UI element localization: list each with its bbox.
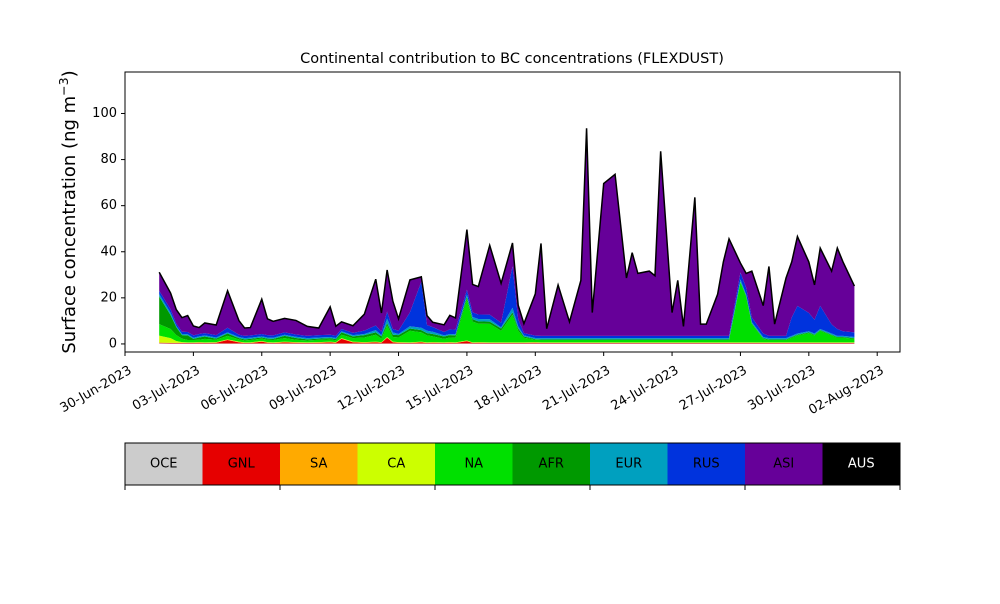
y-axis-label-main: Surface concentration (ng m xyxy=(59,96,80,354)
legend-label-gnl: GNL xyxy=(228,457,256,472)
area-afr xyxy=(159,281,855,341)
x-axis: 30-Jun-202303-Jul-202306-Jul-202309-Jul-… xyxy=(58,352,887,418)
y-axis-label: Surface concentration (ng m−3) xyxy=(56,70,80,353)
legend-swatch-oce xyxy=(125,443,203,485)
legend-label-asi: ASI xyxy=(773,457,794,472)
legend-swatch-aus xyxy=(822,443,900,485)
y-tick-label: 20 xyxy=(100,290,117,305)
legend-swatch-afr xyxy=(512,443,590,485)
y-axis-label-close: ) xyxy=(59,70,80,77)
legend-swatch-eur xyxy=(590,443,668,485)
legend-label-na: NA xyxy=(464,457,483,472)
y-axis-label-exponent: −3 xyxy=(56,77,71,95)
chart-title: Continental contribution to BC concentra… xyxy=(300,51,724,67)
y-tick-label: 40 xyxy=(100,244,117,259)
legend-label-rus: RUS xyxy=(693,457,720,472)
legend-swatch-na xyxy=(435,443,513,485)
y-tick-label: 100 xyxy=(92,106,117,121)
x-tick-label: 06-Jul-2023 xyxy=(198,363,271,414)
legend-label-sa: SA xyxy=(310,457,327,472)
area-na xyxy=(159,282,855,343)
stacked-areas xyxy=(159,128,855,344)
legend-swatch-gnl xyxy=(202,443,280,485)
y-tick-label: 0 xyxy=(109,336,117,351)
legend-label-afr: AFR xyxy=(539,457,564,472)
x-tick-label: 02-Aug-2023 xyxy=(806,363,886,418)
x-tick-label: 15-Jul-2023 xyxy=(403,363,476,414)
x-tick-label: 09-Jul-2023 xyxy=(267,363,340,414)
area-rus xyxy=(159,266,855,339)
legend-swatch-rus xyxy=(667,443,745,485)
legend-label-ca: CA xyxy=(387,457,405,472)
x-tick-label: 30-Jun-2023 xyxy=(58,363,135,416)
x-tick-label: 03-Jul-2023 xyxy=(130,363,203,414)
y-tick-label: 60 xyxy=(100,198,117,213)
area-asi xyxy=(159,128,855,336)
x-tick-label: 24-Jul-2023 xyxy=(609,363,682,414)
legend: OCE GNL SA CA NA AFR EUR RUS ASI AUS xyxy=(124,442,901,490)
y-tick-label: 80 xyxy=(100,152,117,167)
legend-swatch-sa xyxy=(280,443,358,485)
legend-label-eur: EUR xyxy=(615,457,642,472)
area-eur xyxy=(159,279,855,340)
legend-label-oce: OCE xyxy=(150,457,178,472)
total-line-group xyxy=(158,128,856,329)
legend-swatch-asi xyxy=(745,443,823,485)
x-tick-label: 12-Jul-2023 xyxy=(335,363,408,414)
x-tick-label: 27-Jul-2023 xyxy=(677,363,750,414)
legend-swatch-ca xyxy=(357,443,435,485)
y-axis: 0 20 40 60 80 100 xyxy=(92,106,125,351)
total-line xyxy=(158,128,856,329)
x-tick-label: 21-Jul-2023 xyxy=(540,363,613,414)
legend-label-aus: AUS xyxy=(848,457,875,472)
area-oce xyxy=(159,343,855,344)
legend-frame xyxy=(124,442,901,486)
plot-frame xyxy=(124,71,901,353)
x-tick-label: 18-Jul-2023 xyxy=(472,363,545,414)
area-gnl xyxy=(159,337,855,344)
